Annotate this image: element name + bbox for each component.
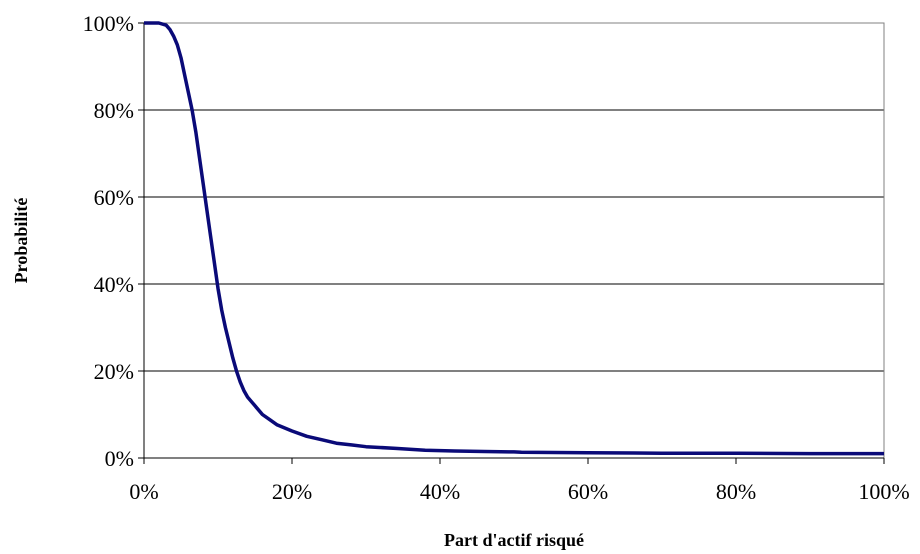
y-tick-label: 0% — [105, 446, 134, 471]
y-tick-label: 60% — [94, 185, 134, 210]
y-tick-label: 80% — [94, 98, 134, 123]
y-tick-labels: 0% 20% 40% 60% 80% 100% — [83, 11, 134, 471]
x-tick-label: 100% — [858, 479, 909, 504]
x-tick-label: 80% — [716, 479, 756, 504]
x-tick-label: 20% — [272, 479, 312, 504]
y-axis-title: Probabilité — [11, 198, 31, 284]
series-group — [144, 21, 884, 456]
axes — [138, 22, 885, 464]
x-axis-title: Part d'actif risqué — [444, 530, 584, 550]
gridlines — [144, 109, 884, 372]
y-tick-label: 100% — [83, 11, 134, 36]
x-tick-label: 60% — [568, 479, 608, 504]
plot-area-frame — [143, 22, 885, 459]
series-line — [144, 21, 884, 456]
y-tick-label: 20% — [94, 359, 134, 384]
y-tick-label: 40% — [94, 272, 134, 297]
x-tick-label: 0% — [129, 479, 158, 504]
x-tick-labels: 0% 20% 40% 60% 80% 100% — [129, 479, 909, 504]
x-tick-label: 40% — [420, 479, 460, 504]
